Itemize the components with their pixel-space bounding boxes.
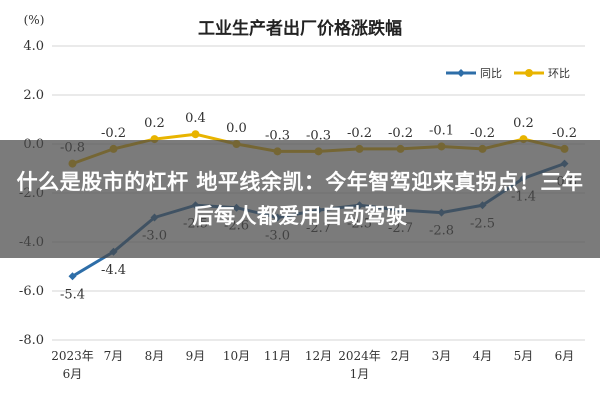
x-tick-line: 6月 (555, 349, 575, 363)
data-point (191, 130, 200, 139)
x-tick-line: 7月 (104, 349, 124, 363)
y-tick-label: -6.0 (19, 284, 44, 299)
legend-label: 同比 (480, 67, 502, 80)
x-tick-line: 1月 (350, 367, 370, 381)
legend-label: 环比 (548, 67, 570, 80)
legend: 同比 环比 (446, 67, 570, 80)
y-unit-label: (%) (24, 13, 45, 27)
x-tick-line: 3月 (432, 349, 452, 363)
x-tick-label: 2月 (391, 349, 411, 363)
y-tick-label: 2.0 (23, 88, 44, 103)
x-tick-line: 5月 (514, 349, 534, 363)
data-label: -0.2 (347, 126, 372, 141)
data-point (68, 272, 77, 281)
x-tick-label: 7月 (104, 349, 124, 363)
x-tick-label: 10月 (223, 349, 250, 363)
x-tick-label: 9月 (186, 349, 206, 363)
x-tick-line: 6月 (63, 367, 83, 381)
x-tick-line: 12月 (305, 349, 332, 363)
headline-text[interactable]: 什么是股市的杠杆 地平线余凯：今年智驾迎来真拐点！三年后每人都爱用自动驾驶 (16, 170, 584, 228)
data-label: -0.3 (265, 128, 290, 143)
x-tick-label: 4月 (473, 349, 493, 363)
chart-title: 工业生产者出厂价格涨跌幅 (198, 18, 402, 39)
x-tick-line: 2023年 (51, 349, 94, 363)
y-tick-label: 4.0 (23, 39, 44, 54)
x-tick-label: 12月 (305, 349, 332, 363)
data-label: -5.4 (60, 287, 85, 302)
x-tick-label: 2024年 1月 (338, 349, 381, 381)
x-tick-line: 4月 (473, 349, 493, 363)
x-tick-label: 8月 (145, 349, 165, 363)
x-tick-line: 8月 (145, 349, 165, 363)
data-label: -0.2 (101, 126, 126, 141)
data-label: 0.2 (144, 116, 165, 131)
x-tick-line: 2月 (391, 349, 411, 363)
data-label: -4.4 (101, 263, 126, 278)
x-tick-line: 2024年 (338, 349, 381, 363)
x-tick-label: 3月 (432, 349, 452, 363)
x-tick-line: 11月 (264, 349, 291, 363)
x-tick-label: 6月 (555, 349, 575, 363)
x-tick-label: 11月 (264, 349, 291, 363)
x-tick-line: 10月 (223, 349, 250, 363)
headline-banner[interactable]: 什么是股市的杠杆 地平线余凯：今年智驾迎来真拐点！三年后每人都爱用自动驾驶 (0, 140, 600, 258)
legend-marker (457, 69, 465, 77)
y-tick-label: -8.0 (19, 333, 44, 348)
data-label: -0.1 (429, 123, 454, 138)
x-tick-line: 9月 (186, 349, 206, 363)
x-tick-label: 5月 (514, 349, 534, 363)
x-tick-label: 2023年 6月 (51, 349, 94, 381)
data-label: 0.4 (185, 111, 206, 126)
data-label: -0.3 (306, 128, 331, 143)
data-label: -0.2 (388, 126, 413, 141)
data-label: -0.2 (552, 126, 577, 141)
x-axis-ticks: 2023年 6月 7月 8月 9月 10月 11月 12月 2024年 1月 2月 3月 4月 5月 6月 (51, 349, 574, 381)
legend-marker (525, 69, 533, 77)
data-label: 0.2 (513, 116, 534, 131)
data-label: 0.0 (226, 121, 247, 136)
data-label: -0.2 (470, 126, 495, 141)
